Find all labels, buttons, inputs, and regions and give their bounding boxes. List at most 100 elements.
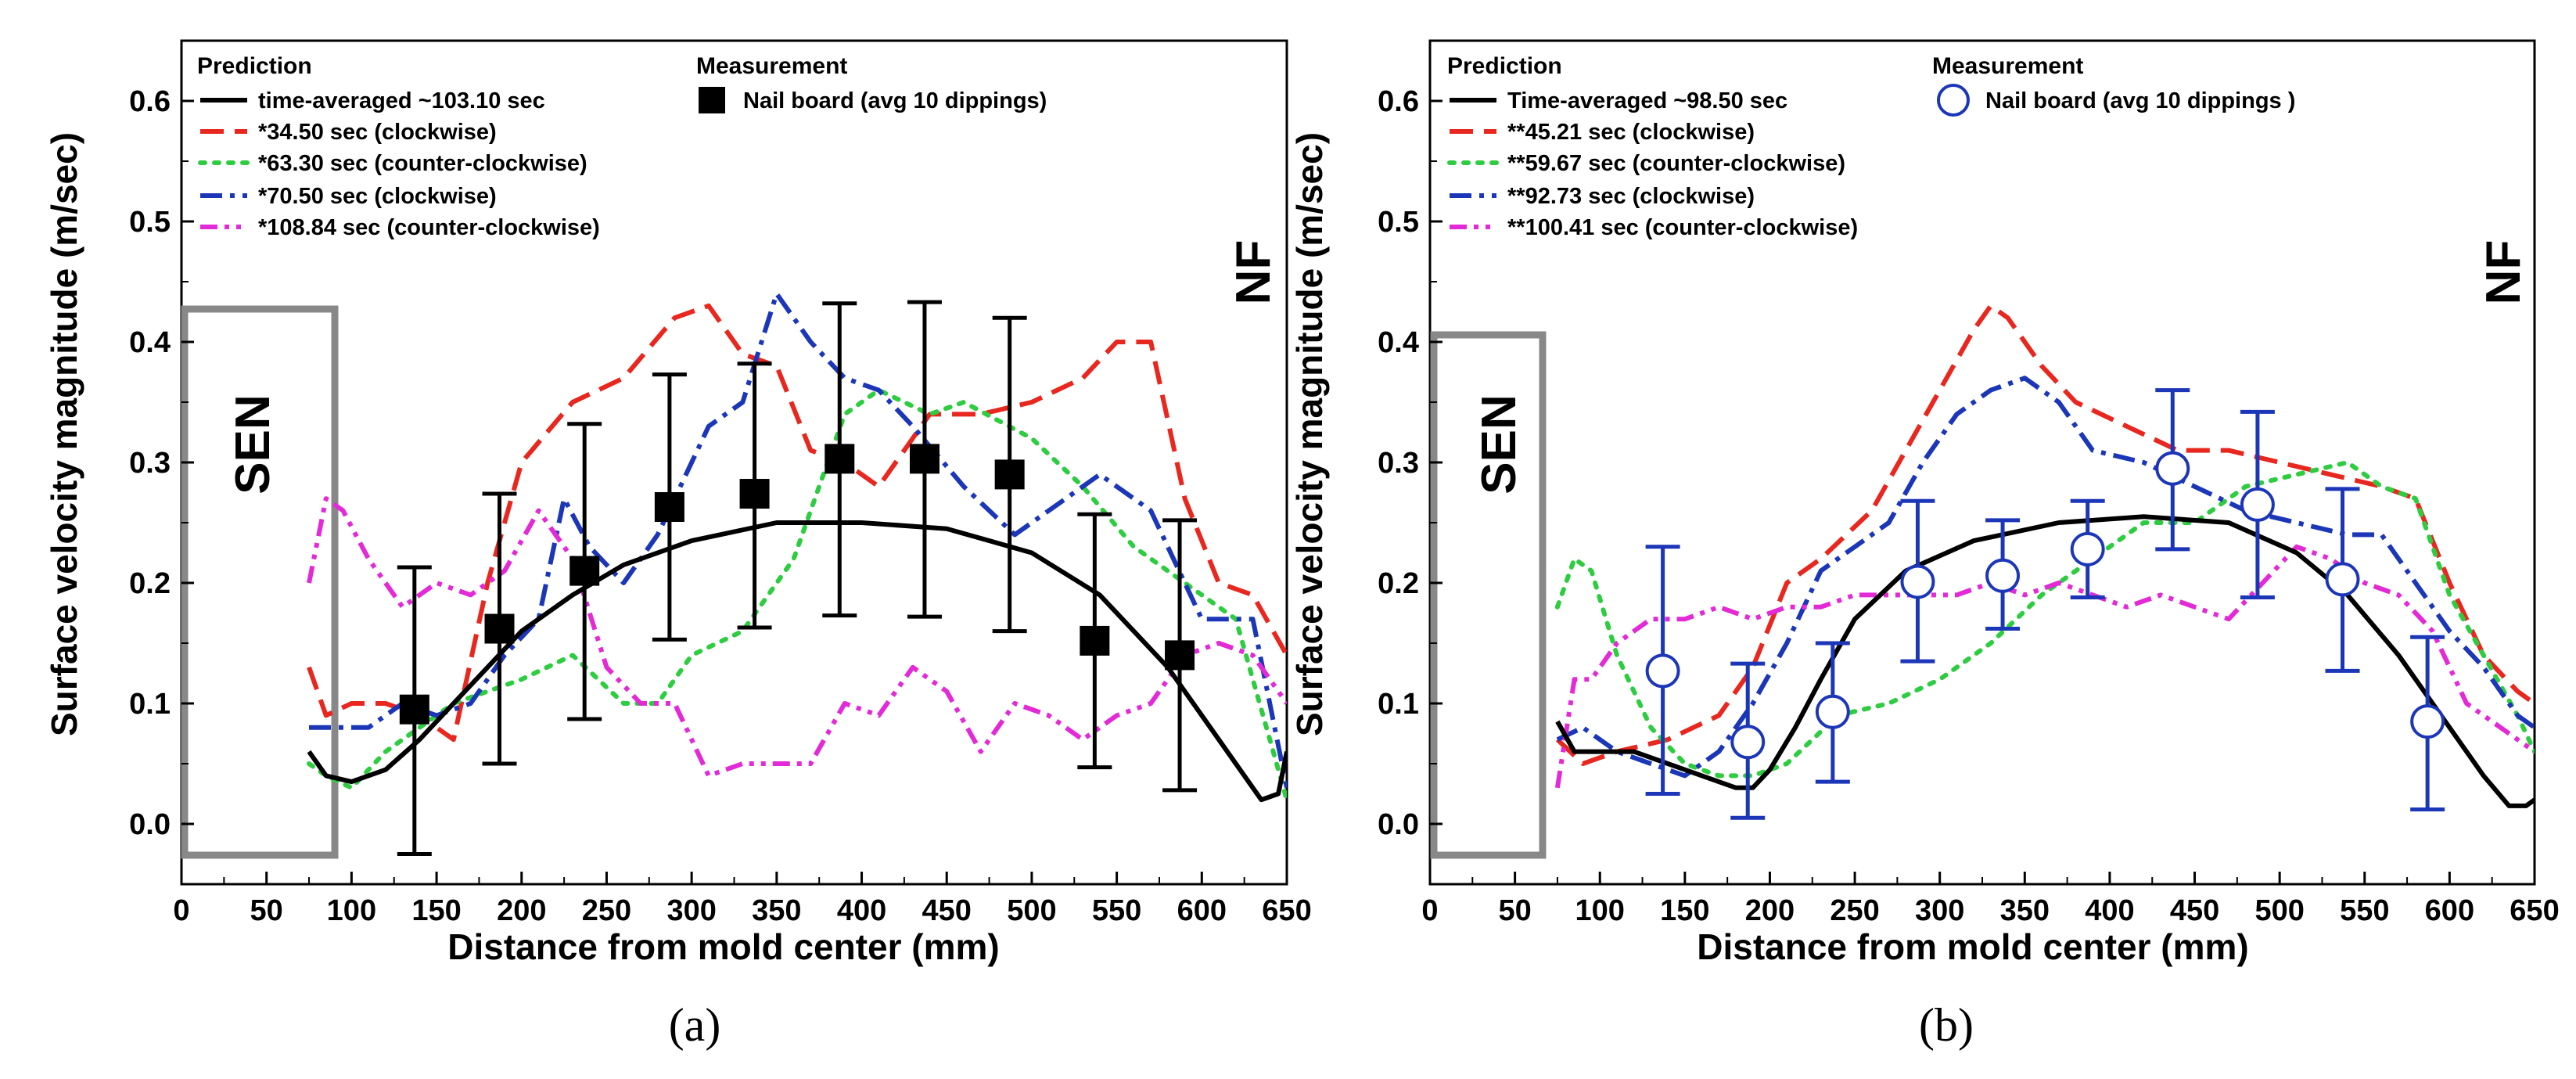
data-point xyxy=(484,613,515,644)
series-line-1 xyxy=(1555,303,2535,766)
x-tick-label: 150 xyxy=(1660,894,1709,927)
legend-entry-0: Time-averaged ~98.50 sec xyxy=(1507,88,1787,113)
legend-entry-3: *70.50 sec (clockwise) xyxy=(258,184,497,209)
data-point xyxy=(1900,564,1935,599)
data-point xyxy=(399,694,429,725)
legend-entry-2: **59.67 sec (counter-clockwise) xyxy=(1507,151,1845,176)
x-tick-label: 100 xyxy=(1575,894,1625,927)
y-axis-title: Surface velocity magnitude (m/sec) xyxy=(1289,132,1330,736)
x-axis-title: Distance from mold center (mm) xyxy=(447,926,999,967)
legend-measurement-title: Measurement xyxy=(1932,53,2083,79)
x-tick-label: 50 xyxy=(1498,894,1531,927)
series-line-0 xyxy=(307,520,1287,803)
legend-measurement-label: Nail board (avg 10 dippings ) xyxy=(1985,88,2295,113)
legend-entry-1: *34.50 sec (clockwise) xyxy=(258,120,497,145)
legend-entry-4: *108.84 sec (counter-clockwise) xyxy=(258,215,600,240)
data-point xyxy=(2325,562,2360,597)
series-line-4 xyxy=(1554,544,2535,789)
sen-box xyxy=(1430,331,1547,859)
x-tick-label: 100 xyxy=(327,894,376,927)
data-point xyxy=(1080,625,1110,656)
panel-label: (a) xyxy=(669,999,721,1051)
data-point xyxy=(1815,694,1850,729)
x-tick-label: 550 xyxy=(1092,894,1141,927)
x-tick-label: 500 xyxy=(1007,894,1056,927)
chart-panel-a: Surface velocity magnitude (m/sec) Dista… xyxy=(44,39,1312,1051)
data-point xyxy=(2240,487,2275,522)
nf-label: NF xyxy=(2477,240,2531,305)
data-point xyxy=(739,479,770,509)
data-point xyxy=(569,556,600,586)
y-tick-label: 0.4 xyxy=(129,326,171,359)
data-point xyxy=(1985,558,2021,593)
legend-measurement-marker xyxy=(699,87,725,113)
series-line-1 xyxy=(307,303,1287,743)
data-point xyxy=(825,444,855,474)
x-tick-label: 600 xyxy=(2425,894,2474,927)
x-tick-label: 450 xyxy=(2170,894,2219,927)
x-tick-label: 500 xyxy=(2254,894,2304,927)
panel-label: (b) xyxy=(1919,999,1974,1051)
x-tick-label: 450 xyxy=(922,894,972,927)
y-tick-label: 0.0 xyxy=(129,808,171,841)
nf-label: NF xyxy=(1227,240,1281,305)
sen-label: SEN xyxy=(226,394,280,494)
x-tick-label: 250 xyxy=(1830,894,1879,927)
chart-panel-b: Surface velocity magnitude (m/sec) Dista… xyxy=(1289,39,2560,1051)
legend-prediction-title: Prediction xyxy=(1447,53,1562,79)
x-tick-label: 0 xyxy=(1421,894,1438,927)
y-tick-label: 0.5 xyxy=(1378,206,1419,239)
data-point xyxy=(2070,531,2105,566)
data-point xyxy=(2410,704,2445,739)
series-line-3 xyxy=(1556,376,2535,779)
legend-measurement-label: Nail board (avg 10 dippings) xyxy=(743,88,1047,113)
x-tick-label: 400 xyxy=(837,894,886,927)
legend-entry-4: **100.41 sec (counter-clockwise) xyxy=(1507,215,1858,240)
y-axis-title: Surface velocity magnitude (m/sec) xyxy=(44,132,84,736)
legend-entry-2: *63.30 sec (counter-clockwise) xyxy=(258,151,587,176)
data-point xyxy=(2155,451,2190,486)
sen-label: SEN xyxy=(1472,394,1526,494)
y-tick-label: 0.2 xyxy=(129,567,171,600)
x-tick-label: 0 xyxy=(173,894,189,927)
y-tick-label: 0.4 xyxy=(1378,326,1419,359)
data-point xyxy=(1645,653,1680,689)
x-tick-label: 400 xyxy=(2085,894,2134,927)
sen-box xyxy=(181,305,339,859)
y-tick-label: 0.1 xyxy=(129,688,171,721)
data-point xyxy=(1165,640,1195,671)
x-tick-label: 300 xyxy=(1915,894,1964,927)
y-tick-label: 0.6 xyxy=(129,85,171,118)
data-point xyxy=(1730,725,1766,760)
legend-entry-0: time-averaged ~103.10 sec xyxy=(258,88,545,113)
x-tick-label: 150 xyxy=(411,894,461,927)
legend-prediction-title: Prediction xyxy=(197,53,312,79)
data-point xyxy=(909,444,940,474)
legend-entry-1: **45.21 sec (clockwise) xyxy=(1507,120,1755,145)
x-tick-label: 600 xyxy=(1177,894,1227,927)
series-line-3 xyxy=(309,291,1287,789)
series-line-0 xyxy=(1555,514,2535,808)
y-tick-label: 0.0 xyxy=(1378,808,1419,841)
x-tick-label: 50 xyxy=(250,894,283,927)
x-tick-label: 250 xyxy=(582,894,631,927)
series-line-2 xyxy=(1554,460,2535,779)
y-tick-label: 0.2 xyxy=(1378,567,1419,600)
x-tick-label: 200 xyxy=(1745,894,1795,927)
y-tick-label: 0.6 xyxy=(1378,85,1419,118)
x-axis-title: Distance from mold center (mm) xyxy=(1697,926,2248,967)
x-tick-label: 300 xyxy=(666,894,716,927)
y-tick-label: 0.5 xyxy=(129,206,171,239)
x-tick-label: 650 xyxy=(2510,894,2559,927)
y-tick-label: 0.3 xyxy=(1378,447,1419,480)
x-tick-label: 200 xyxy=(497,894,546,927)
legend-measurement-title: Measurement xyxy=(696,53,847,79)
legend-entry-3: **92.73 sec (clockwise) xyxy=(1507,184,1755,209)
data-point xyxy=(654,491,684,522)
x-tick-label: 650 xyxy=(1262,894,1311,927)
series-line-4 xyxy=(307,496,1287,779)
legend-measurement-marker xyxy=(1937,84,1970,117)
y-tick-label: 0.1 xyxy=(1378,688,1419,721)
data-point xyxy=(994,459,1025,490)
